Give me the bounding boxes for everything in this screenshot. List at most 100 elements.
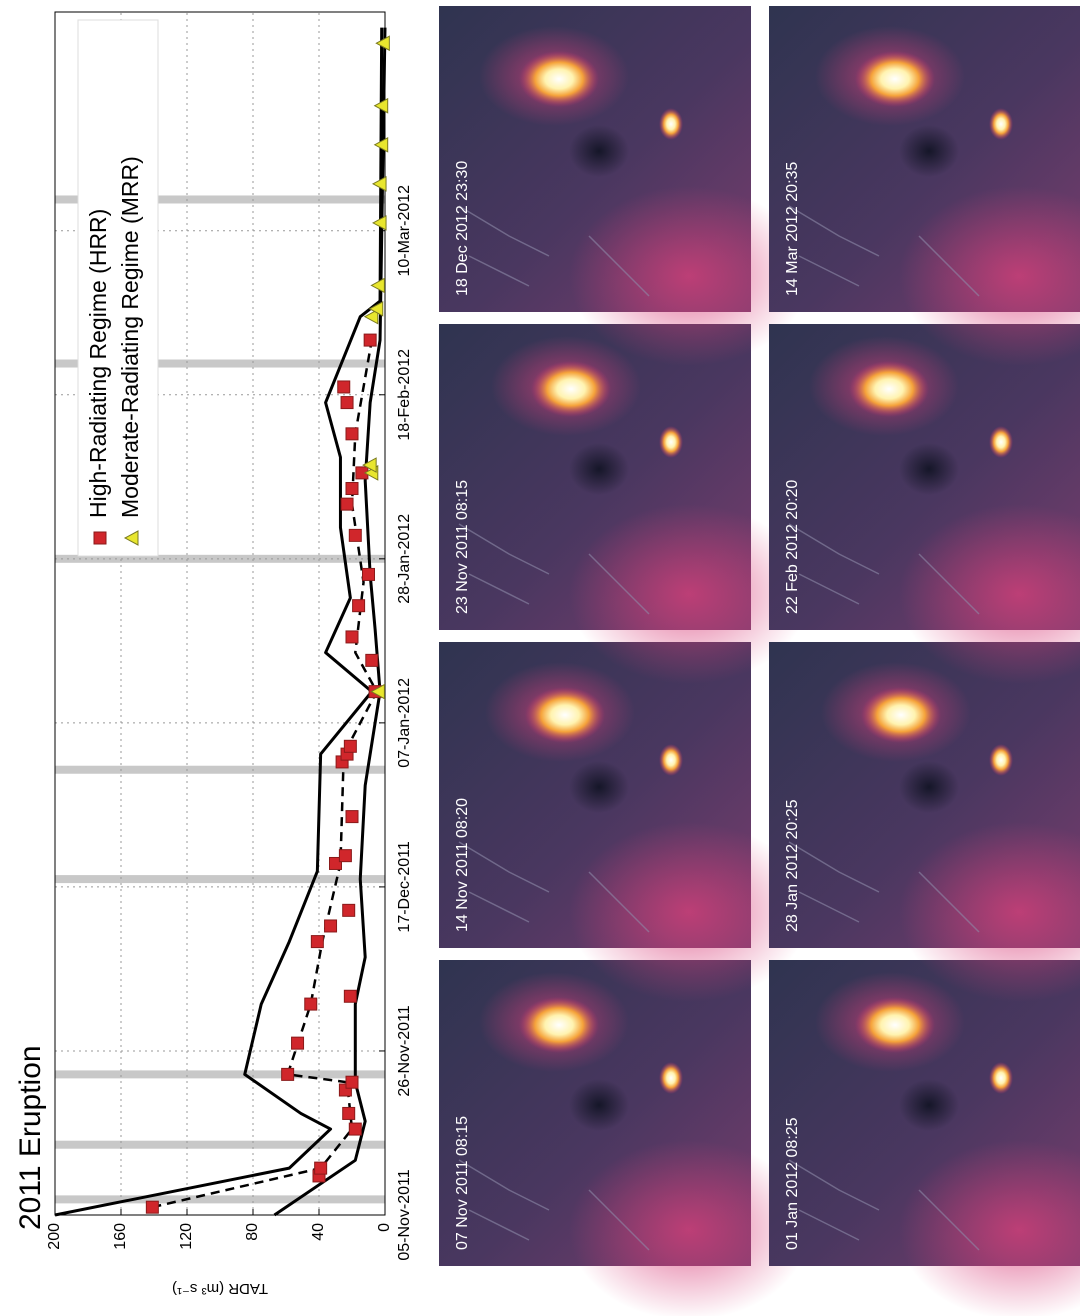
highlight-band (55, 1070, 385, 1079)
ridge (788, 841, 980, 933)
lava-flow (861, 687, 941, 743)
crater (899, 443, 959, 495)
panel-shade (569, 186, 809, 366)
crater (899, 1079, 959, 1131)
x-tick-label: 28-Jan-2012 (396, 514, 413, 604)
hrr-point (314, 1161, 328, 1175)
hrr-point (338, 849, 352, 863)
bound-line (54, 27, 384, 1217)
hrr-point (343, 739, 357, 753)
vent-glow (989, 426, 1013, 458)
hrr-point (340, 497, 354, 511)
panel-shade (899, 822, 1080, 1002)
plot-frame (54, 11, 386, 1216)
hrr-point (310, 935, 324, 949)
hrr-point (345, 482, 359, 496)
lava-flow (525, 687, 605, 743)
panel-label: 23 Nov 2011 08:15 (454, 480, 471, 614)
mrr-point (363, 308, 379, 325)
image-panel: 14 Nov 2011 08:20 (439, 642, 809, 1002)
hrr-point (343, 989, 357, 1003)
panel-shade (569, 504, 809, 684)
vent-glow (989, 744, 1013, 776)
hrr-point (348, 528, 362, 542)
y-tick-label: 80 (244, 1223, 261, 1241)
hrr-point (362, 567, 375, 581)
hrr-point (291, 1036, 305, 1050)
x-tick-label: 05-Nov-2011 (396, 1169, 413, 1260)
image-panel: 14 Mar 2012 20:35 (769, 6, 1080, 366)
hrr-point (345, 1075, 359, 1089)
vent-glow (659, 426, 683, 458)
lava-flow (849, 361, 929, 417)
mrr-point (375, 35, 390, 52)
highlight-band (55, 875, 385, 884)
vent-glow (989, 108, 1013, 140)
lava-flow (519, 51, 599, 107)
x-tick-label: 18-Feb-2012 (396, 349, 413, 441)
panel-label: 14 Mar 2012 20:35 (784, 162, 801, 296)
hrr-point (342, 1106, 356, 1120)
hrr-point (281, 1067, 295, 1081)
vent-glow (989, 1062, 1013, 1094)
lava-flow (531, 361, 611, 417)
crater (899, 761, 959, 813)
hrr-point (365, 653, 379, 667)
ridge (788, 205, 980, 297)
image-panel: 28 Jan 2012 20:25 (769, 642, 1080, 1002)
mrr-point (371, 215, 387, 231)
crater (569, 443, 629, 495)
panel-label: 07 Nov 2011 08:15 (454, 1116, 471, 1250)
panel-shade (899, 1140, 1080, 1316)
lava-flow (519, 997, 599, 1053)
legend-label: High-Radiating Regime (HRR) (85, 209, 111, 518)
mrr-point (370, 683, 385, 700)
hrr-point (329, 856, 342, 870)
y-tick-label: 200 (46, 1223, 63, 1250)
mrr-point (373, 136, 389, 153)
hrr-point (342, 903, 356, 917)
hrr-point (345, 427, 359, 441)
y-tick-label: 120 (178, 1223, 195, 1250)
panel-shade (899, 186, 1080, 366)
panel-label: 01 Jan 2012 08:25 (784, 1117, 801, 1250)
image-panel: 22 Feb 2012 20:20 (769, 324, 1080, 684)
mrr-point (371, 176, 387, 192)
panel-shade (569, 1140, 809, 1316)
hrr-point (337, 380, 351, 394)
image-panel: 23 Nov 2011 08:15 (439, 324, 809, 684)
legend-box (77, 19, 159, 557)
crater (899, 125, 959, 177)
ridge (458, 1159, 650, 1251)
panel-shade (569, 822, 809, 1002)
legend-marker (123, 530, 139, 546)
x-tick-label: 07-Jan-2012 (396, 678, 413, 768)
y-tick-label: 0 (376, 1223, 393, 1232)
hrr-point (345, 630, 359, 644)
ridge (458, 523, 650, 615)
highlight-band (55, 554, 385, 563)
hrr-point (363, 333, 377, 347)
y-tick-label: 160 (112, 1223, 129, 1250)
lava-flow (855, 997, 935, 1053)
image-panel: 01 Jan 2012 08:25 (769, 960, 1080, 1316)
mrr-point (368, 301, 384, 317)
hrr-point (340, 396, 354, 410)
hrr-point (304, 997, 318, 1011)
image-panel: 07 Nov 2011 08:15 (439, 960, 809, 1316)
crater (569, 1079, 629, 1131)
bound-line (273, 27, 387, 1217)
crater (569, 761, 629, 813)
vent-glow (659, 108, 683, 140)
x-tick-label: 26-Nov-2011 (396, 1005, 413, 1096)
ridge (788, 523, 980, 615)
ridge (458, 841, 650, 933)
legend-label: Moderate-Radiating Regime (MRR) (117, 156, 143, 518)
image-panel: 18 Dec 2012 23:30 (439, 6, 809, 366)
mrr-point (373, 97, 389, 114)
highlight-band (55, 1195, 385, 1204)
x-tick-label: 10-Mar-2012 (396, 185, 413, 277)
panel-label: 28 Jan 2012 20:25 (784, 799, 801, 932)
lava-flow (855, 51, 935, 107)
